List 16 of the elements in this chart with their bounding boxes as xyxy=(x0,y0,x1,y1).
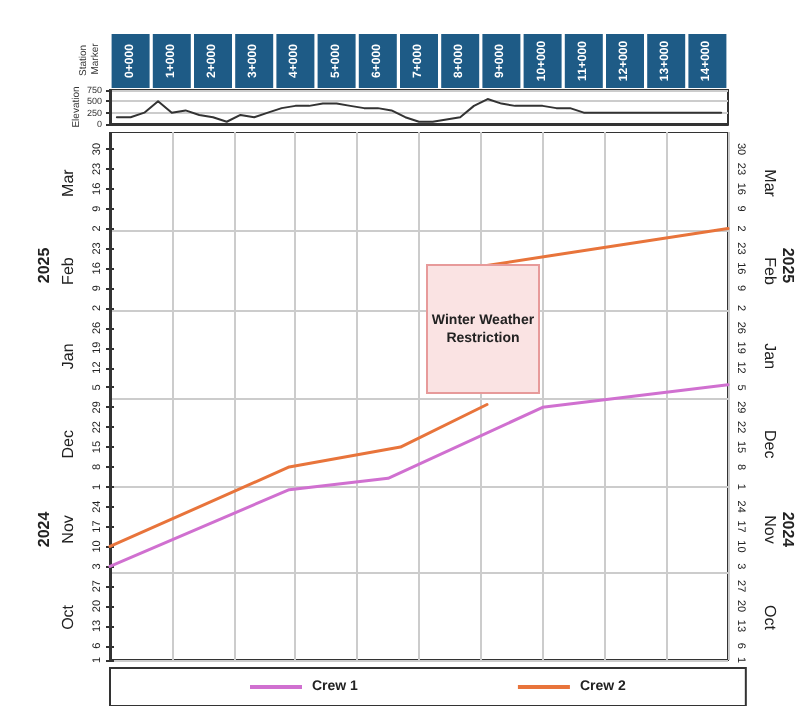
text: 2025 xyxy=(779,247,797,285)
y3-tick-label: Dec xyxy=(59,430,77,459)
text: 2025 xyxy=(35,247,53,284)
text: 2024 xyxy=(35,511,53,548)
text: Mar xyxy=(761,169,779,197)
text: Jan xyxy=(761,343,779,370)
y3-tick-label: Mar xyxy=(59,168,77,197)
y3-tick-label: Feb xyxy=(59,256,77,285)
y3-tick-label: Jan xyxy=(59,343,77,370)
text: 2024 xyxy=(779,511,797,549)
text: Dec xyxy=(761,430,779,459)
text: Feb xyxy=(761,257,779,285)
y3-tick-label: Oct xyxy=(59,603,77,630)
y3-tick-label: Nov xyxy=(59,515,77,544)
text: Oct xyxy=(761,604,779,630)
text: Nov xyxy=(761,515,779,544)
